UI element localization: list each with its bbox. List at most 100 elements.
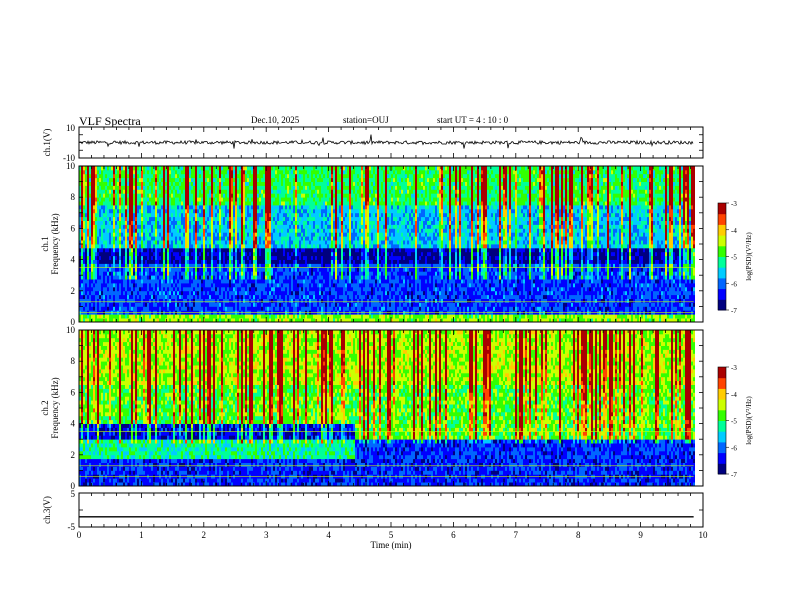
spectrogram-cell (261, 177, 263, 182)
spectrogram-cell (105, 314, 107, 319)
spectrogram-cell (129, 220, 131, 225)
spectrogram-cell (127, 298, 129, 303)
spectrogram-cell (215, 263, 217, 268)
spectrogram-cell (147, 224, 149, 229)
spectrogram-cell (165, 232, 167, 237)
spectrogram-cell (301, 169, 303, 175)
spectrogram-cell (173, 247, 175, 253)
spectrogram-cell (247, 298, 249, 303)
spectrogram-cell (105, 294, 107, 299)
spectrogram-cell (245, 216, 247, 221)
spectrogram-cell (93, 271, 95, 276)
spectrogram-cell (157, 189, 159, 194)
spectrogram-cell (95, 294, 97, 299)
spectrogram-cell (245, 290, 247, 296)
spectrogram-cell (293, 197, 295, 202)
spectrogram-cell (221, 205, 223, 210)
spectrogram-cell (231, 255, 233, 260)
spectrogram-cell (99, 224, 101, 229)
spectrogram-cell (235, 306, 237, 311)
spectrogram-cell (259, 193, 261, 198)
spectrogram-cell (267, 205, 269, 210)
spectrogram-cell (229, 224, 231, 229)
spectrogram-cell (235, 283, 237, 288)
spectrogram-cell (141, 263, 143, 268)
spectrogram-cell (173, 193, 175, 198)
spectrogram-cell (91, 271, 93, 276)
spectrogram-cell (255, 185, 257, 190)
spectrogram-cell (79, 298, 81, 303)
spectrogram-cell (221, 216, 223, 221)
spectrogram-cell (99, 216, 101, 221)
spectrogram-cell (231, 228, 233, 233)
spectrogram-cell (161, 193, 163, 198)
spectrogram-cell (159, 286, 161, 292)
spectrogram-cell (83, 173, 85, 179)
spectrogram-cell (287, 166, 289, 171)
spectrogram-cell (237, 318, 239, 323)
spectrogram-cell (121, 318, 123, 323)
spectrogram-cell (195, 298, 197, 303)
spectrogram-cell (311, 318, 313, 323)
spectrogram-cell (247, 205, 249, 210)
spectrogram-cell (215, 240, 217, 245)
spectrogram-cell (129, 197, 131, 202)
spectrogram-cell (289, 197, 291, 202)
spectrogram-cell (257, 169, 259, 175)
spectrogram-cell (297, 263, 299, 268)
spectrogram-cell (291, 318, 293, 323)
spectrogram-cell (301, 173, 303, 179)
spectrogram-cell (293, 294, 295, 299)
spectrogram-cell (241, 255, 243, 260)
spectrogram-cell (197, 212, 199, 218)
spectrogram-cell (227, 275, 229, 280)
spectrogram-cell (107, 290, 109, 296)
spectrogram-cell (209, 205, 211, 210)
spectrogram-cell (135, 240, 137, 245)
spectrogram-cell (315, 251, 317, 257)
spectrogram-cell (315, 271, 317, 276)
spectrogram-cell (125, 275, 127, 280)
spectrogram-cell (227, 240, 229, 245)
spectrogram-cell (305, 216, 307, 221)
spectrogram-cell (187, 255, 189, 260)
spectrogram-cell (231, 283, 233, 288)
spectrogram-cell (83, 314, 85, 319)
spectrogram-cell (189, 283, 191, 288)
spectrogram-cell (303, 228, 305, 233)
spectrogram-cell (257, 236, 259, 241)
spectrogram-cell (139, 212, 141, 218)
spectrogram-cell (263, 224, 265, 229)
spectrogram-cell (127, 271, 129, 276)
spectrogram-cell (187, 232, 189, 237)
spectrogram-cell (259, 236, 261, 241)
spectrogram-cell (281, 166, 283, 171)
spectrogram-cell (139, 193, 141, 198)
spectrogram-cell (251, 263, 253, 268)
spectrogram-cell (233, 283, 235, 288)
spectrogram-cell (319, 236, 321, 241)
spectrogram-cell (235, 173, 237, 179)
spectrogram-cell (163, 220, 165, 225)
spectrogram-cell (217, 259, 219, 264)
spectrogram-cell (321, 271, 323, 276)
spectrogram-cell (143, 189, 145, 194)
spectrogram-cell (231, 216, 233, 221)
spectrogram-cell (89, 290, 91, 296)
spectrogram-cell (285, 255, 287, 260)
spectrogram-cell (255, 197, 257, 202)
spectrogram-cell (159, 247, 161, 253)
spectrogram-cell (97, 255, 99, 260)
spectrogram-cell (99, 197, 101, 202)
spectrogram-cell (251, 224, 253, 229)
spectrogram-cell (289, 302, 291, 307)
spectrogram-cell (217, 263, 219, 268)
spectrogram-cell (243, 212, 245, 218)
spectrogram-cell (205, 177, 207, 182)
spectrogram-cell (299, 216, 301, 221)
spectrogram-cell (141, 247, 143, 253)
spectrogram-cell (229, 314, 231, 319)
spectrogram-cell (219, 279, 221, 284)
spectrogram-cell (189, 306, 191, 311)
spectrogram-cell (215, 201, 217, 206)
